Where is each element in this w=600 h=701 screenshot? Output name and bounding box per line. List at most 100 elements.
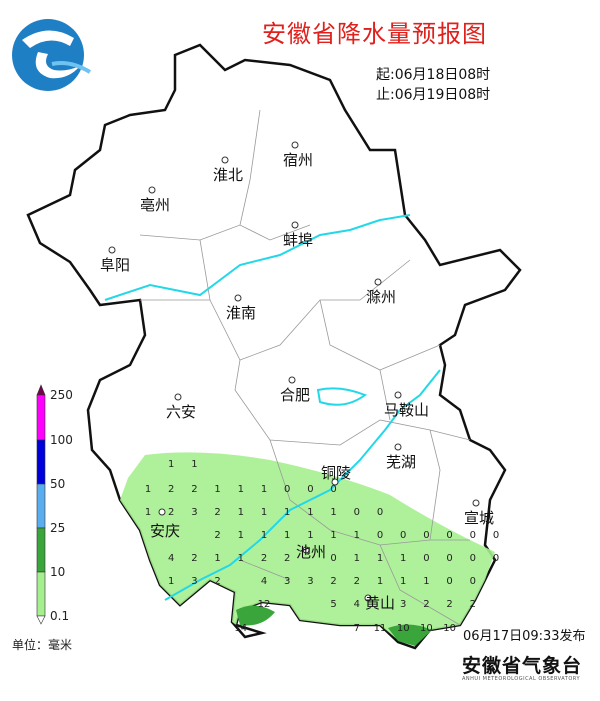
precip-value: 2 — [168, 484, 174, 495]
precip-value: 1 — [145, 507, 151, 518]
legend-tick: 100 — [50, 433, 73, 447]
precip-value: 1 — [330, 507, 336, 518]
precip-value: 12 — [258, 599, 271, 610]
city-label: 黄山 — [365, 594, 395, 612]
city-marker — [291, 221, 299, 229]
city-marker — [174, 393, 182, 401]
precip-value: 1 — [354, 530, 360, 541]
city-label: 马鞍山 — [384, 401, 429, 419]
precip-value: 0 — [377, 530, 383, 541]
legend-unit: 单位：毫米 — [12, 638, 73, 652]
city-label: 合肥 — [280, 386, 310, 404]
precip-value: 10 — [397, 623, 410, 634]
precip-value: 4 — [261, 576, 267, 587]
legend-tick: 50 — [50, 477, 66, 491]
precip-value: 2 — [191, 553, 197, 564]
precip-value: 0 — [470, 553, 476, 564]
city-marker — [288, 376, 296, 384]
precip-value: 0 — [400, 530, 406, 541]
city-label: 安庆 — [150, 522, 180, 540]
city-label: 宿州 — [283, 151, 313, 169]
city-marker — [291, 141, 299, 149]
city-marker — [394, 443, 402, 451]
legend-swatch-50-100 — [36, 439, 46, 485]
legend-swatch-10-25 — [36, 527, 46, 573]
city-label: 阜阳 — [100, 256, 130, 274]
precip-value: 1 — [400, 553, 406, 564]
precip-value: 1 — [284, 530, 290, 541]
city-marker — [234, 294, 242, 302]
precip-value: 0 — [493, 553, 499, 564]
city-marker — [364, 594, 372, 602]
city-label: 六安 — [166, 403, 196, 421]
city-label: 淮南 — [226, 304, 256, 322]
precip-value: 1 — [191, 459, 197, 470]
city-label: 亳州 — [140, 196, 170, 214]
precip-value: 1 — [377, 576, 383, 587]
precip-value: 2 — [168, 507, 174, 518]
city-label: 铜陵 — [321, 464, 351, 482]
legend-tick: 250 — [50, 388, 73, 402]
precip-value: 0 — [493, 530, 499, 541]
precip-value: 4 — [168, 553, 174, 564]
legend-swatch-100-250 — [36, 394, 46, 441]
city-boundaries — [139, 109, 471, 626]
precip-value: 1 — [377, 553, 383, 564]
precip-value: 0 — [423, 553, 429, 564]
rain-area-moderate — [236, 605, 275, 626]
precip-value: 2 — [261, 553, 267, 564]
precip-value: 3 — [191, 507, 197, 518]
precip-value: 0 — [330, 484, 336, 495]
precip-value: 0 — [446, 576, 452, 587]
precip-value: 4 — [354, 599, 360, 610]
precip-value: 1 — [168, 576, 174, 587]
city-label: 池州 — [296, 543, 326, 561]
precip-value: 3 — [400, 599, 406, 610]
precip-value: 2 — [470, 599, 476, 610]
precip-value: 1 — [214, 553, 220, 564]
map-title: 安徽省降水量预报图 — [262, 20, 487, 48]
precip-value: 5 — [330, 599, 336, 610]
precip-value: 0 — [307, 484, 313, 495]
precip-value: 0 — [354, 507, 360, 518]
city-label: 蚌埠 — [283, 231, 313, 249]
legend-swatch-25-50 — [36, 483, 46, 529]
precip-value: 2 — [191, 484, 197, 495]
period-end: 止:06月19日08时 — [376, 87, 491, 103]
legend-swatch-0.1-10 — [36, 571, 46, 617]
precip-value: 0 — [330, 553, 336, 564]
legend-colorbar — [36, 384, 46, 625]
precip-value: 2 — [214, 576, 220, 587]
precip-value: 10 — [420, 623, 433, 634]
precip-value: 1 — [168, 459, 174, 470]
precip-value: 0 — [446, 553, 452, 564]
rain-area-moderate — [388, 624, 432, 646]
city-marker — [374, 278, 382, 286]
precip-value: 1 — [214, 484, 220, 495]
city-marker — [302, 546, 310, 554]
precip-value: 1 — [238, 530, 244, 541]
legend-tick: 10 — [50, 565, 66, 579]
legend-cap — [36, 384, 46, 396]
city-label: 芜湖 — [386, 453, 416, 471]
precip-value: 2 — [284, 553, 290, 564]
anhui-meteorological-logo — [12, 19, 92, 91]
organization-name-en: ANHUI METEOROLOGICAL OBSERVATORY — [462, 676, 580, 682]
precip-value: 1 — [423, 576, 429, 587]
precip-value: 3 — [307, 576, 313, 587]
precip-value: 1 — [238, 484, 244, 495]
precip-value: 2 — [423, 599, 429, 610]
city-label: 淮北 — [213, 166, 243, 184]
precip-value: 14 — [234, 623, 247, 634]
precip-value: 0 — [470, 530, 476, 541]
legend-tick: 25 — [50, 521, 66, 535]
precip-value: 0 — [446, 530, 452, 541]
legend-tick: 0.1 — [50, 609, 70, 623]
city-marker — [108, 246, 116, 254]
precip-value: 0 — [470, 576, 476, 587]
city-marker — [472, 499, 480, 507]
precip-value: 2 — [446, 599, 452, 610]
city-marker — [331, 478, 339, 486]
precip-value: 1 — [261, 530, 267, 541]
precip-value: 1 — [145, 484, 151, 495]
